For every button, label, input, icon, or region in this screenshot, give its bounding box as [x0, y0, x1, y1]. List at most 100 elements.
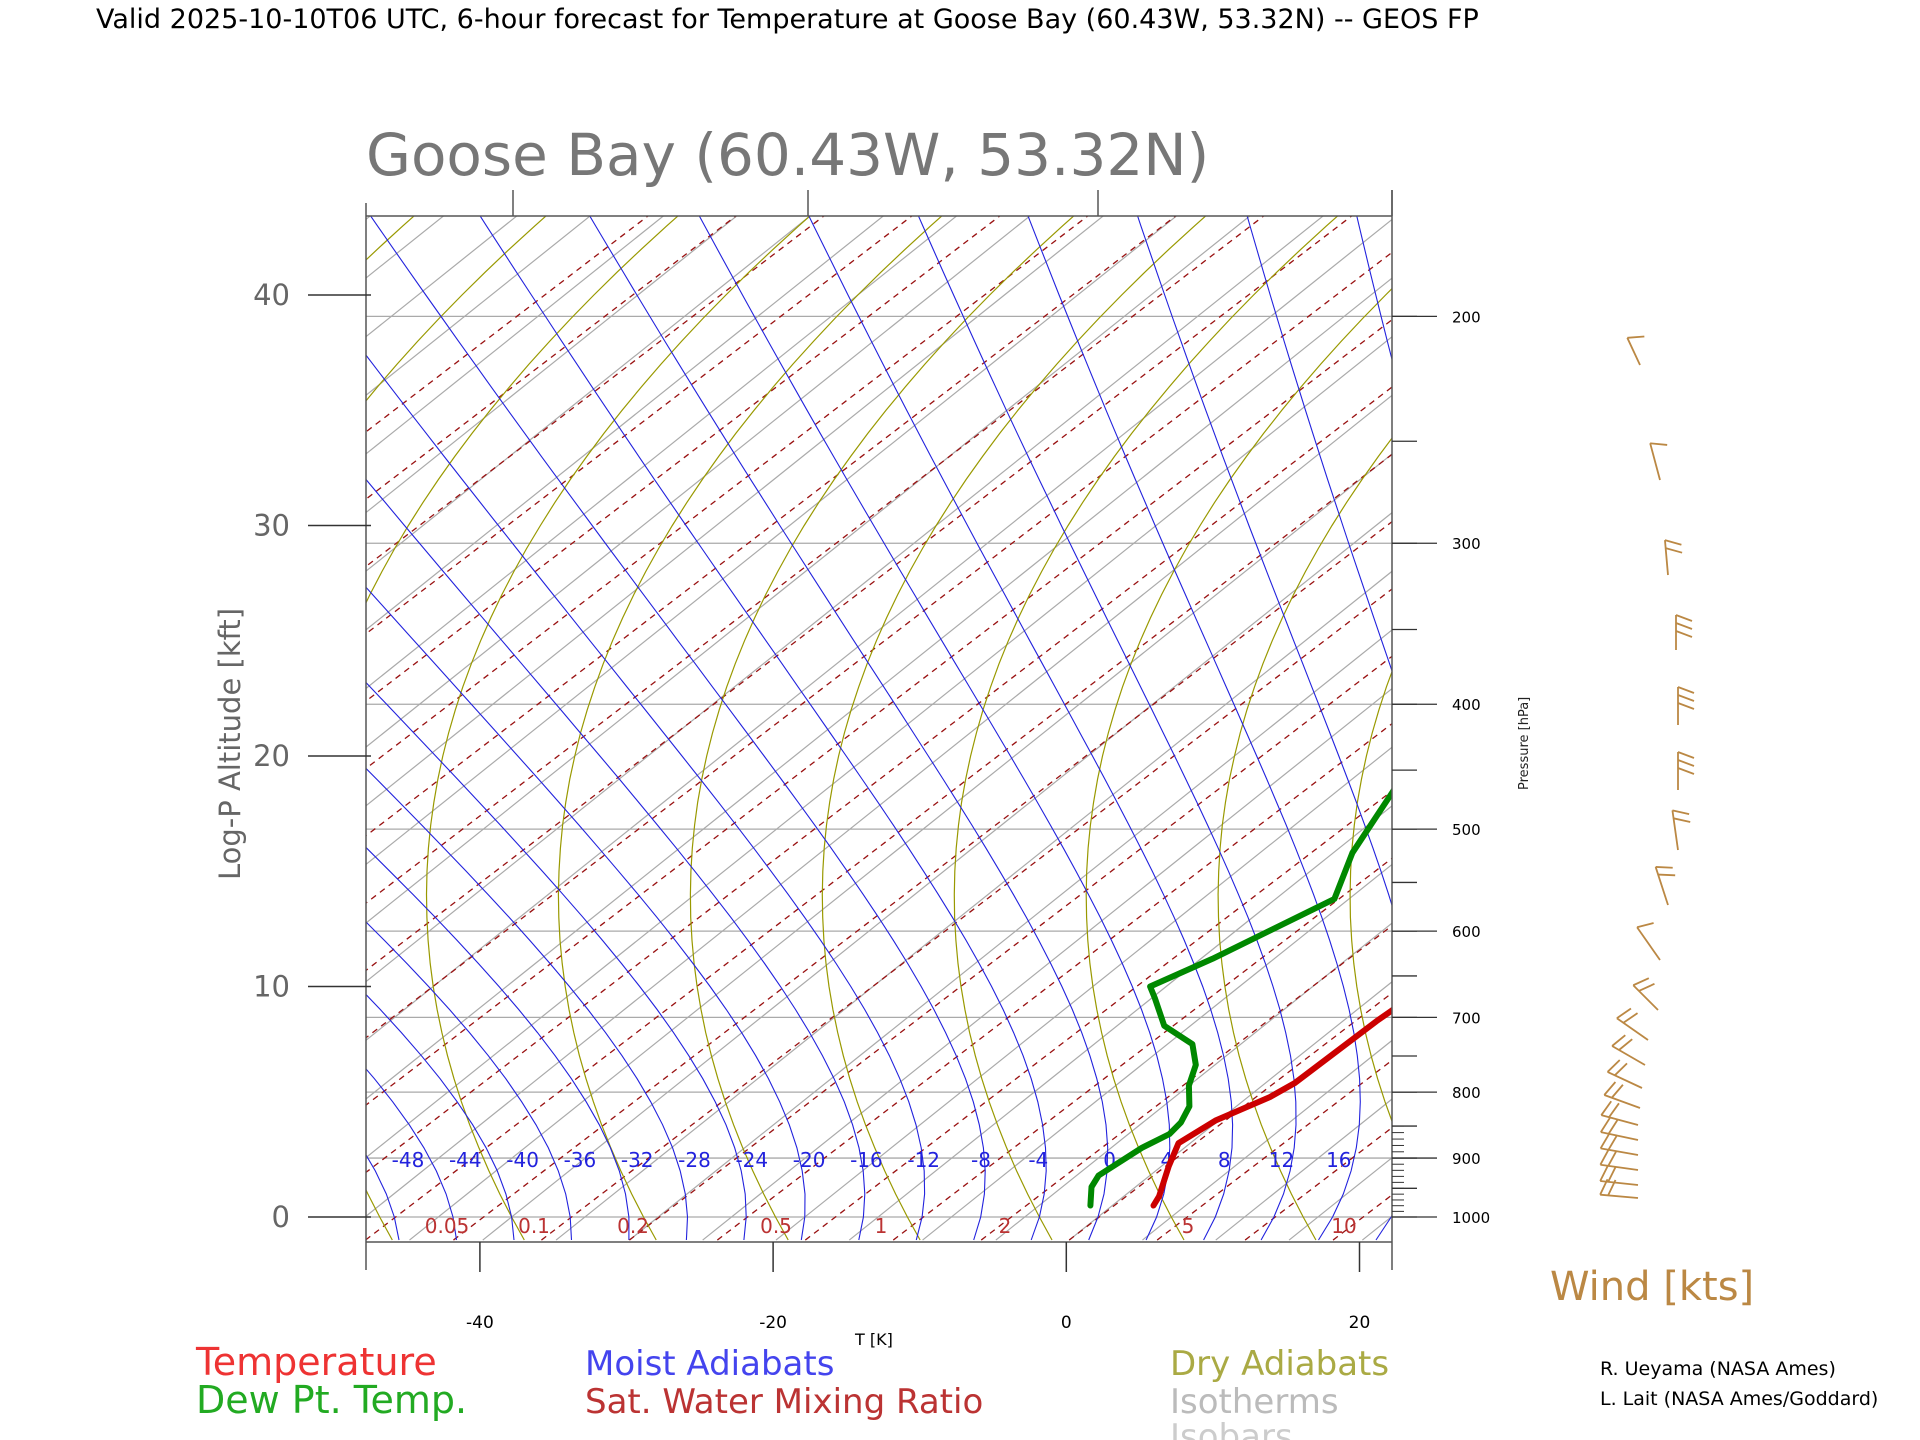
isotherm-line: [1068, 981, 1392, 1241]
dry-adiabat-line: [0, 203, 33, 1240]
wind-barb: [1599, 1133, 1639, 1156]
wind-barb: [1632, 977, 1659, 1011]
temperature-line: [1150, 1006, 1392, 1209]
moist-adiabat-line: [808, 216, 1234, 1241]
y-tick-label: 40: [253, 278, 290, 312]
mixing-ratio-label: 10: [1331, 1214, 1356, 1238]
moist-adiabat-line: [366, 767, 689, 1241]
mixing-ratio-label: 1: [875, 1214, 888, 1238]
moist-adiabat-line: [1027, 216, 1361, 1241]
wind-barb-feather: [1600, 1117, 1611, 1133]
moist-adiabat-label: -8: [971, 1148, 991, 1172]
isotherm-line: [366, 216, 738, 514]
x-tick-label: 0: [1061, 1313, 1072, 1333]
legend-temperature: Temperature: [195, 1340, 437, 1384]
wind-barb-feather: [1600, 1100, 1612, 1116]
wind-barb-feather: [1677, 759, 1695, 767]
moist-adiabat-line: [1137, 216, 1392, 1241]
mixing-ratio-line: [1509, 203, 1920, 1240]
isotherm-line: [0, 203, 240, 1240]
isotherm-line: [366, 216, 518, 338]
mixing-ratio-line: [1597, 203, 1920, 1240]
wind-barb-feather: [1665, 547, 1683, 554]
mixing-ratio-line: [366, 216, 825, 568]
pressure-tick-label: 300: [1452, 535, 1481, 553]
wind-barb-staff: [1636, 926, 1661, 961]
moist-adiabat-line: [366, 921, 573, 1241]
wind-barb-staff: [1607, 1071, 1643, 1089]
wind-barb-feather: [1675, 622, 1693, 630]
mixing-ratio-line: [366, 216, 1353, 972]
mixing-ratio-label: 0.1: [518, 1214, 550, 1238]
wind-barb: [1636, 922, 1661, 961]
isotherm-line: [366, 216, 372, 221]
dry-adiabat-line: [821, 216, 1207, 1241]
mixing-ratio-line: [1685, 203, 1920, 1240]
dry-adiabat-line: [1482, 203, 1880, 1240]
moist-adiabat-label: 8: [1218, 1148, 1231, 1172]
isotherm-line: [366, 216, 958, 690]
axes: 0 10 20 30 40 -40 -20 0 20 1000 900 800 700 600 500 400…: [253, 190, 1490, 1333]
moist-adiabat-line: [1836, 203, 1920, 1240]
wind-barb-feather: [1599, 1178, 1609, 1196]
wind-barb: [1599, 1178, 1639, 1199]
moist-adiabat-label: -20: [793, 1148, 826, 1172]
dry-adiabat-line: [1878, 203, 1920, 1240]
wind-barb-feather: [1616, 1007, 1632, 1019]
wind-barb: [1599, 1149, 1639, 1171]
x-axis-label: T [K]: [854, 1330, 893, 1349]
isotherm-line: [1362, 1215, 1392, 1241]
wind-barb-feather: [1638, 983, 1655, 992]
isotherm-line: [702, 687, 1392, 1241]
wind-barb-feather: [1664, 539, 1682, 546]
moist-adiabat-label: -32: [621, 1148, 654, 1172]
moist-adiabat-line: [366, 354, 926, 1241]
pressure-tick-label: 600: [1452, 923, 1481, 941]
isotherm-line: [366, 394, 1392, 1217]
wind-barb-feather: [1658, 873, 1676, 877]
isotherm-line: [1656, 203, 1920, 1240]
wind-barb-staff: [1600, 1147, 1639, 1156]
wind-barb-feather: [1677, 694, 1695, 702]
isotherm-line: [0, 203, 313, 1240]
dry-adiabat-line: [366, 216, 547, 402]
mixing-ratio-line: [366, 216, 913, 635]
pressure-tick-label: 1000: [1452, 1209, 1490, 1227]
mixing-ratio-line: [366, 216, 1089, 770]
moist-adiabat-label: 16: [1326, 1148, 1351, 1172]
y2-axis-label: Pressure [hPa]: [1517, 697, 1532, 790]
isotherm-line: [482, 511, 1392, 1241]
wind-barb: [1606, 1059, 1643, 1089]
wind-barb-feather: [1614, 1062, 1628, 1076]
wind-barb-staff: [1649, 443, 1661, 481]
dry-adiabat-line: [953, 216, 1339, 1241]
moist-adiabat-label: -4: [1028, 1148, 1048, 1172]
background-lines: [0, 203, 1920, 1241]
isotherm-line: [366, 216, 592, 397]
isotherm-line: [0, 203, 20, 1240]
mixing-ratio-label: 0.5: [760, 1214, 792, 1238]
isotherm-line: [409, 453, 1392, 1241]
wind-barb: [1671, 809, 1691, 851]
wind-barb-staff: [1603, 1094, 1641, 1109]
wind-barb: [1600, 1100, 1639, 1126]
moist-adiabat-line: [366, 478, 866, 1241]
wind-barb: [1603, 1081, 1641, 1109]
wind-barb-feather: [1677, 751, 1695, 759]
mixing-ratio-line: [1861, 203, 1920, 1240]
moist-adiabat-line: [479, 216, 1047, 1241]
mixing-ratio-line: [1244, 1126, 1392, 1241]
isotherm-line: [366, 216, 1325, 983]
wind-barb-staff: [1600, 1163, 1639, 1171]
wind-barb: [1677, 686, 1695, 725]
wind-barb-staff: [1600, 1131, 1639, 1141]
pressure-tick-label: 400: [1452, 696, 1481, 714]
wind-barb-feather: [1599, 1133, 1611, 1149]
moist-adiabat-line: [0, 203, 342, 1240]
moist-adiabat-line: [366, 846, 630, 1240]
wind-barb-staff: [1600, 1193, 1639, 1199]
isotherm-line: [555, 570, 1392, 1241]
wind-barb-feather: [1607, 1166, 1617, 1183]
legend-dry-adiabats: Dry Adiabats: [1170, 1344, 1389, 1384]
mixing-ratio-line: [366, 216, 737, 500]
